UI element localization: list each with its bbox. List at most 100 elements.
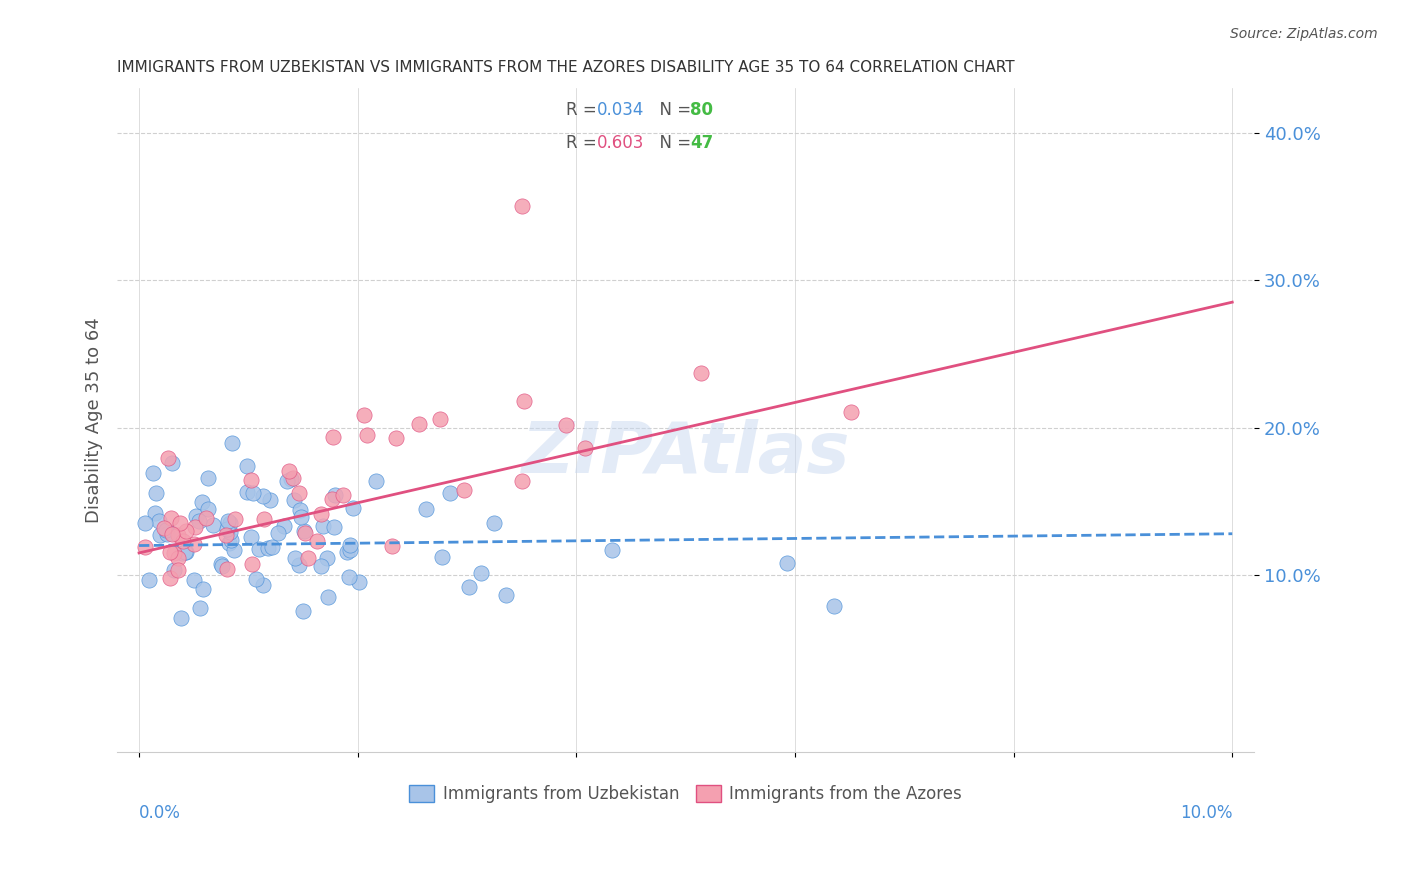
Legend: Immigrants from Uzbekistan, Immigrants from the Azores: Immigrants from Uzbekistan, Immigrants f… bbox=[402, 779, 969, 810]
Point bbox=[219, 516, 242, 530]
Point bbox=[187, 514, 209, 528]
Point bbox=[458, 580, 481, 594]
Point bbox=[247, 541, 270, 556]
Point bbox=[337, 570, 360, 584]
Point bbox=[214, 528, 236, 542]
Point bbox=[839, 405, 862, 419]
Point bbox=[554, 417, 576, 432]
Point bbox=[170, 546, 193, 560]
Point bbox=[134, 540, 156, 554]
Point bbox=[222, 543, 245, 558]
Point bbox=[323, 488, 346, 502]
Text: Source: ZipAtlas.com: Source: ZipAtlas.com bbox=[1230, 27, 1378, 41]
Point bbox=[336, 545, 359, 559]
Point bbox=[143, 507, 166, 521]
Point bbox=[280, 472, 302, 486]
Point bbox=[318, 590, 340, 604]
Point bbox=[170, 610, 193, 624]
Point bbox=[224, 512, 246, 526]
Point bbox=[288, 503, 311, 517]
Point bbox=[167, 550, 190, 565]
Point bbox=[221, 533, 243, 547]
Point bbox=[242, 485, 264, 500]
Point bbox=[385, 431, 408, 445]
Point bbox=[321, 492, 343, 507]
Point bbox=[276, 474, 298, 488]
Point bbox=[364, 474, 387, 488]
Point bbox=[288, 558, 311, 573]
Point bbox=[430, 549, 453, 564]
Point bbox=[297, 551, 319, 566]
Text: R =: R = bbox=[567, 134, 602, 152]
Point bbox=[235, 485, 257, 500]
Point bbox=[160, 511, 183, 525]
Text: 0.603: 0.603 bbox=[598, 134, 644, 152]
Point bbox=[281, 471, 304, 485]
Point bbox=[273, 519, 295, 533]
Point bbox=[215, 562, 238, 576]
Point bbox=[315, 551, 337, 566]
Text: R =: R = bbox=[567, 101, 602, 119]
Point bbox=[218, 536, 240, 550]
Point bbox=[429, 412, 451, 426]
Point bbox=[160, 456, 183, 470]
Point bbox=[495, 588, 517, 602]
Text: ZIPAtlas: ZIPAtlas bbox=[522, 419, 849, 488]
Point bbox=[342, 500, 364, 515]
Point bbox=[190, 600, 212, 615]
Point bbox=[183, 537, 205, 551]
Point bbox=[415, 502, 437, 516]
Point bbox=[156, 451, 179, 466]
Point bbox=[240, 473, 263, 487]
Point bbox=[160, 527, 183, 541]
Point bbox=[322, 430, 344, 444]
Point bbox=[776, 556, 799, 570]
Point bbox=[305, 533, 328, 548]
Point bbox=[267, 526, 290, 541]
Point bbox=[148, 514, 170, 528]
Point bbox=[176, 544, 198, 558]
Text: 0.0%: 0.0% bbox=[139, 804, 181, 822]
Point bbox=[689, 367, 711, 381]
Point bbox=[408, 417, 430, 432]
Point bbox=[323, 520, 346, 534]
Point bbox=[283, 493, 305, 508]
Text: N =: N = bbox=[650, 101, 696, 119]
Point bbox=[197, 502, 219, 516]
Point bbox=[184, 508, 207, 523]
Point bbox=[470, 566, 492, 580]
Point bbox=[145, 486, 167, 500]
Point bbox=[284, 551, 307, 566]
Text: IMMIGRANTS FROM UZBEKISTAN VS IMMIGRANTS FROM THE AZORES DISABILITY AGE 35 TO 64: IMMIGRANTS FROM UZBEKISTAN VS IMMIGRANTS… bbox=[117, 60, 1015, 75]
Point bbox=[217, 514, 239, 528]
Point bbox=[292, 524, 315, 539]
Point bbox=[309, 558, 332, 573]
Point bbox=[381, 539, 404, 553]
Point bbox=[197, 471, 219, 485]
Text: 80: 80 bbox=[690, 101, 713, 119]
Point bbox=[312, 518, 335, 533]
Point bbox=[176, 524, 198, 538]
Point bbox=[149, 528, 172, 542]
Point bbox=[190, 495, 212, 509]
Point bbox=[453, 483, 475, 498]
Point bbox=[215, 522, 238, 536]
Point bbox=[163, 546, 186, 560]
Point bbox=[172, 533, 194, 548]
Point bbox=[512, 394, 534, 409]
Y-axis label: Disability Age 35 to 64: Disability Age 35 to 64 bbox=[86, 318, 103, 523]
Point bbox=[142, 466, 165, 480]
Point bbox=[184, 519, 207, 533]
Point bbox=[311, 507, 333, 521]
Point bbox=[823, 599, 845, 614]
Point bbox=[236, 459, 259, 474]
Text: 10.0%: 10.0% bbox=[1180, 804, 1232, 822]
Point bbox=[600, 543, 623, 558]
Point bbox=[288, 486, 311, 500]
Point bbox=[155, 523, 177, 537]
Point bbox=[152, 521, 174, 535]
Point bbox=[252, 489, 274, 503]
Point bbox=[339, 538, 361, 552]
Point bbox=[439, 485, 461, 500]
Point bbox=[347, 574, 370, 589]
